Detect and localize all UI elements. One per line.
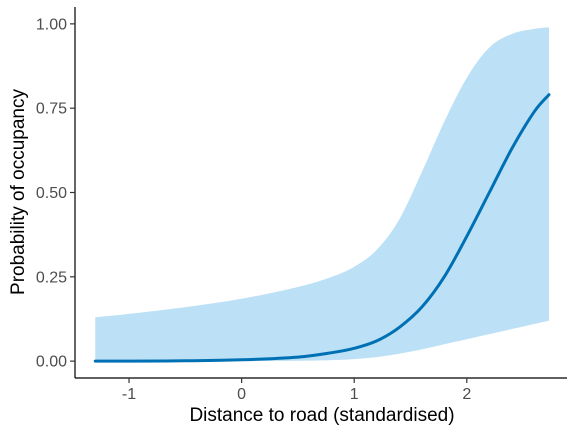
y-tick-label: 0.25 xyxy=(36,269,67,286)
confidence-ribbon-0 xyxy=(95,27,549,362)
x-axis-title: Distance to road (standardised) xyxy=(189,405,454,426)
plot-area xyxy=(93,27,551,363)
y-tick-label: 0.75 xyxy=(36,101,67,118)
x-tick-label: 2 xyxy=(462,386,471,403)
x-tick-label: 1 xyxy=(350,386,359,403)
y-tick-label: 0.50 xyxy=(36,185,67,202)
fitted-line-0 xyxy=(93,93,551,363)
x-tick-label: 0 xyxy=(237,386,246,403)
y-tick-label: 1.00 xyxy=(36,16,67,33)
axes: 0.00 0.25 0.50 0.75 1.00 -1 0 1 2 xyxy=(36,7,567,403)
y-tick-label: 0.00 xyxy=(36,354,67,371)
x-tick-label: -1 xyxy=(122,386,136,403)
y-axis-title: Probability of occupancy xyxy=(8,89,29,295)
